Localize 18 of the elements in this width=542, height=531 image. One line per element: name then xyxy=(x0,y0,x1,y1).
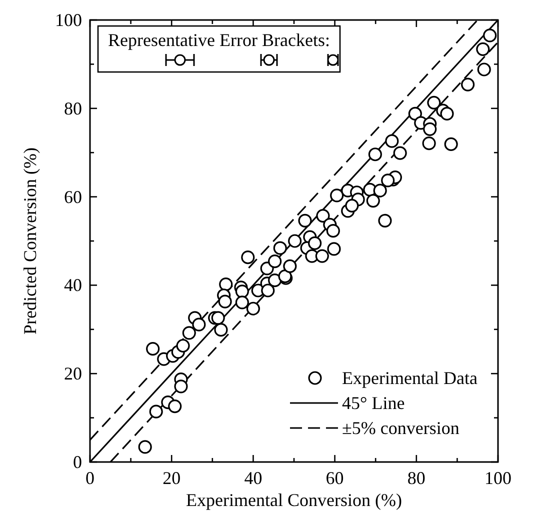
y-tick-label: 20 xyxy=(64,364,82,384)
y-axis-title: Predicted Conversion (%) xyxy=(20,148,40,334)
y-tick-label: 60 xyxy=(64,186,82,207)
x-tick-label: 20 xyxy=(162,468,181,488)
legend-label: Experimental Data xyxy=(342,368,478,388)
x-tick-label: 0 xyxy=(86,468,94,488)
y-tick-label: 100 xyxy=(55,10,82,30)
x-tick-label: 40 xyxy=(244,468,262,488)
legend-label: ±5% conversion xyxy=(342,418,460,438)
y-tick-label: 40 xyxy=(64,275,82,296)
x-axis-title: Experimental Conversion (%) xyxy=(186,490,402,510)
annotation: Representative Error Brackets: xyxy=(108,30,330,50)
y-tick-label: 80 xyxy=(64,98,82,118)
x-tick-label: 100 xyxy=(484,468,512,488)
y-tick-label: 0 xyxy=(73,452,82,472)
x-tick-label: 60 xyxy=(326,468,344,488)
x-tick-label: 80 xyxy=(407,468,426,488)
legend-label: 45° Line xyxy=(342,393,405,413)
